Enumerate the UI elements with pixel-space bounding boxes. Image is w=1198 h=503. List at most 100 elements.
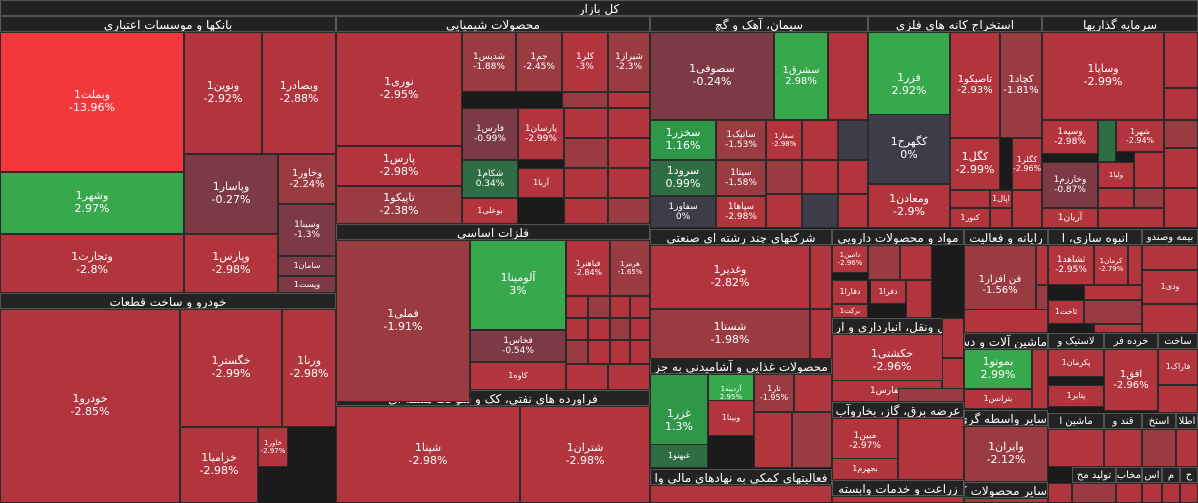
stock-tile-unlabeled[interactable] [950, 190, 990, 208]
stock-tile-unlabeled[interactable] [898, 418, 964, 480]
stock-tile-unlabeled[interactable] [828, 32, 868, 120]
stock-tile[interactable]: آریان1 [1042, 208, 1098, 228]
stock-tile[interactable]: وپست1 [278, 276, 336, 293]
stock-tile-unlabeled[interactable] [1176, 429, 1198, 467]
stock-tile[interactable]: شدیس1 -1.88% [462, 32, 516, 92]
stock-tile[interactable]: بجهرم1 [832, 458, 898, 480]
stock-tile[interactable]: تار1 -1.95% [754, 374, 794, 412]
stock-tile[interactable]: شهر1 -2.94% [1116, 120, 1164, 152]
stock-tile-unlabeled[interactable] [906, 280, 932, 318]
stock-tile-unlabeled[interactable] [562, 92, 608, 108]
stock-tile[interactable]: سفاور1 0% [650, 196, 716, 228]
stock-tile[interactable]: وساپا1 -2.99% [1042, 32, 1164, 120]
stock-tile[interactable]: وبملت1 -13.96% [0, 32, 184, 172]
stock-tile-unlabeled[interactable] [1142, 304, 1198, 333]
stock-tile-unlabeled[interactable] [838, 120, 868, 160]
stock-tile[interactable]: وشهر1 2.97% [0, 172, 184, 234]
stock-tile[interactable]: برکت1 [832, 304, 868, 318]
stock-tile-unlabeled[interactable] [1116, 483, 1142, 503]
stock-tile-unlabeled[interactable] [802, 194, 838, 228]
stock-tile[interactable]: وبصادر1 -2.88% [262, 32, 336, 154]
stock-tile-unlabeled[interactable] [898, 388, 964, 402]
stock-tile-unlabeled[interactable] [990, 208, 1012, 228]
stock-tile-unlabeled[interactable] [1164, 148, 1198, 188]
stock-tile[interactable]: شپنا1 -2.98% [336, 406, 520, 503]
sector-header[interactable]: اس [1142, 467, 1162, 483]
sector-header[interactable]: م [1162, 467, 1180, 483]
stock-tile[interactable]: وتجارت1 -2.8% [0, 234, 184, 293]
sector-header[interactable]: انبوه سازی، ا [1048, 229, 1142, 245]
stock-tile-unlabeled[interactable] [630, 340, 650, 364]
stock-tile-unlabeled[interactable] [832, 496, 964, 503]
stock-tile[interactable]: وپاسار1 -0.27% [184, 154, 278, 234]
stock-tile[interactable]: خگستر1 -2.99% [180, 309, 282, 427]
stock-tile-unlabeled[interactable] [1164, 188, 1198, 228]
stock-tile-unlabeled[interactable] [1162, 483, 1180, 503]
stock-tile-unlabeled[interactable] [588, 296, 610, 318]
stock-tile-unlabeled[interactable] [650, 485, 832, 503]
stock-tile[interactable]: ثشاهد1 -2.95% [1048, 245, 1094, 285]
sector-header[interactable]: مواد و محصولات دارویی [832, 229, 964, 245]
sector-header[interactable]: استخراج کانه های فلزی [868, 16, 1042, 32]
stock-tile[interactable]: خودرو1 -2.85% [0, 309, 180, 503]
stock-tile-unlabeled[interactable] [610, 296, 630, 318]
stock-tile-unlabeled[interactable] [1134, 152, 1164, 188]
stock-tile-unlabeled[interactable] [566, 364, 608, 390]
stock-tile-unlabeled[interactable] [588, 340, 610, 364]
stock-tile-unlabeled[interactable] [1134, 188, 1164, 208]
stock-tile[interactable]: شتران1 -2.98% [520, 406, 650, 503]
stock-tile-unlabeled[interactable] [610, 318, 630, 340]
stock-tile-unlabeled[interactable] [810, 245, 832, 309]
stock-tile[interactable]: آریا1 [518, 168, 564, 198]
stock-tile[interactable]: ودی1 [1142, 270, 1198, 304]
stock-tile[interactable]: شکام1 0.34% [462, 160, 518, 198]
stock-tile-unlabeled[interactable] [964, 309, 1048, 333]
stock-tile[interactable]: وخاور1 -2.24% [278, 154, 336, 204]
sector-header[interactable]: فعالیتهای کمکی به نهادهای مالی وا [650, 469, 832, 485]
stock-tile[interactable]: وایران1 -2.12% [964, 426, 1048, 482]
stock-tile[interactable]: سصوفی1 -0.24% [650, 32, 774, 120]
stock-tile[interactable]: دفارا1 [832, 280, 868, 304]
stock-tile-unlabeled[interactable] [566, 318, 588, 340]
stock-tile-unlabeled[interactable] [1098, 208, 1164, 228]
stock-tile-unlabeled[interactable] [608, 198, 650, 224]
stock-tile-unlabeled[interactable] [564, 138, 608, 168]
stock-tile[interactable]: دفرا1 [870, 280, 906, 304]
stock-tile-unlabeled[interactable] [1158, 385, 1198, 413]
stock-tile-unlabeled[interactable] [1032, 349, 1048, 409]
stock-tile[interactable]: خزامیا1 -2.98% [180, 427, 258, 503]
sector-header[interactable]: استخ [1142, 413, 1176, 429]
stock-tile[interactable]: وبینا1 [708, 400, 754, 436]
stock-tile[interactable]: سامان1 [278, 256, 336, 276]
stock-tile[interactable]: ساتپک1 -1.53% [716, 120, 766, 160]
sector-header[interactable]: زراعت و خدمات وابسته [832, 480, 964, 496]
stock-tile[interactable]: نوری1 -2.95% [336, 32, 462, 146]
stock-tile[interactable]: فملی1 -1.91% [336, 240, 470, 402]
stock-tile-unlabeled[interactable] [1084, 285, 1142, 300]
stock-tile-unlabeled[interactable] [1098, 188, 1134, 208]
stock-tile-unlabeled[interactable] [802, 120, 838, 160]
stock-tile[interactable]: پتایر1 [1048, 385, 1104, 407]
stock-tile-unlabeled[interactable] [608, 92, 650, 108]
stock-tile-unlabeled[interactable] [942, 318, 964, 358]
stock-tile[interactable]: تاصیکو1 -2.93% [950, 32, 1000, 138]
stock-tile-unlabeled[interactable] [868, 245, 900, 280]
stock-tile[interactable]: بموتو1 2.99% [964, 349, 1032, 389]
sector-header[interactable]: بانکها و موسسات اعتباری [0, 16, 336, 32]
stock-tile-unlabeled[interactable] [564, 108, 608, 138]
stock-tile-unlabeled[interactable] [608, 364, 650, 390]
stock-tile[interactable]: ثاخت1 [1048, 300, 1084, 324]
stock-tile-unlabeled[interactable] [630, 296, 650, 318]
stock-tile-unlabeled[interactable] [1084, 300, 1142, 324]
stock-tile[interactable]: مبین1 -2.97% [832, 418, 898, 464]
stock-tile[interactable]: هرمز1 -1.65% [610, 240, 650, 296]
stock-tile[interactable]: ولپا1 [1098, 162, 1134, 188]
stock-tile[interactable]: وسینا1 -1.3% [278, 204, 336, 256]
sector-header[interactable]: بیمه وصندو [1142, 229, 1198, 245]
stock-tile[interactable]: سفار1 -2.98% [766, 120, 802, 160]
stock-tile[interactable]: کچاد1 -1.81% [1000, 32, 1042, 138]
stock-tile[interactable]: کاوه1 [470, 362, 566, 390]
stock-tile-unlabeled[interactable] [630, 318, 650, 340]
stock-tile-unlabeled[interactable] [802, 160, 838, 194]
stock-tile-unlabeled[interactable] [608, 168, 650, 198]
